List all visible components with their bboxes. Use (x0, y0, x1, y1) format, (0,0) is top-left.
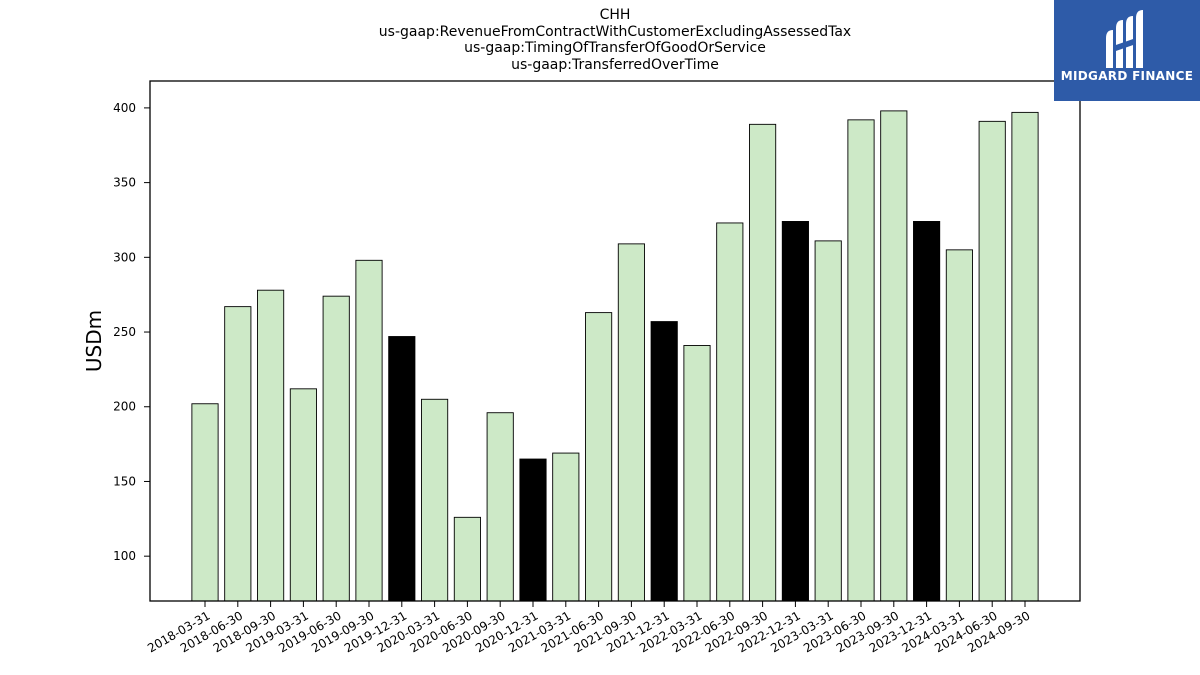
y-tick-label: 400 (113, 101, 136, 115)
y-tick-label: 150 (113, 474, 136, 488)
bar-2021-12-31 (650, 321, 678, 602)
chart-subtitle-3: us-gaap:TransferredOverTime (511, 57, 719, 73)
bar-2024-09-30 (1011, 111, 1039, 602)
logo-text: MIDGARD FINANCE (1060, 69, 1194, 83)
bar-2020-06-30 (453, 516, 481, 602)
bar-2020-12-31 (519, 458, 547, 602)
bar-2020-03-31 (421, 398, 449, 602)
bar-2022-09-30 (749, 123, 777, 602)
bar-2023-03-31 (814, 240, 842, 602)
bar-2020-09-30 (486, 412, 514, 602)
bar-2023-12-31 (913, 221, 941, 602)
x-axis: 2018-03-312018-06-302018-09-302019-03-31… (145, 601, 1033, 655)
logo-mark-icon (1106, 10, 1143, 68)
bar-2021-09-30 (617, 243, 645, 602)
bar-2021-06-30 (585, 312, 613, 602)
bars-group (191, 110, 1039, 602)
bar-2018-03-31 (191, 403, 219, 602)
y-tick-label: 200 (113, 400, 136, 414)
y-tick-label: 100 (113, 549, 136, 563)
bar-2019-06-30 (322, 295, 350, 602)
bar-2019-12-31 (388, 336, 416, 602)
bar-2024-03-31 (945, 249, 973, 602)
chart-title: CHH (599, 7, 631, 23)
bar-2022-03-31 (683, 345, 711, 602)
y-tick-label: 300 (113, 250, 136, 264)
y-tick-label: 250 (113, 325, 136, 339)
y-axis-label: USDm (82, 310, 106, 372)
plot-frame (149, 80, 1081, 602)
bar-2022-06-30 (716, 222, 744, 602)
bar-2021-03-31 (552, 452, 580, 602)
y-axis: 100 150 200 250 300 350 400 (113, 101, 150, 563)
bar-2023-09-30 (880, 110, 908, 602)
y-tick-label: 350 (113, 176, 136, 190)
bar-2022-12-31 (781, 221, 809, 602)
bar-2019-09-30 (355, 259, 383, 602)
chart-subtitle-1: us-gaap:RevenueFromContractWithCustomerE… (378, 24, 852, 40)
chart-subtitle-2: us-gaap:TimingOfTransferOfGoodOrService (464, 40, 766, 56)
bar-2024-06-30 (978, 120, 1006, 602)
midgard-finance-logo: MIDGARD FINANCE (1054, 0, 1200, 101)
bar-2018-06-30 (224, 306, 252, 602)
bar-2018-09-30 (257, 289, 285, 602)
bar-2019-03-31 (289, 388, 317, 602)
bar-2023-06-30 (847, 119, 875, 602)
